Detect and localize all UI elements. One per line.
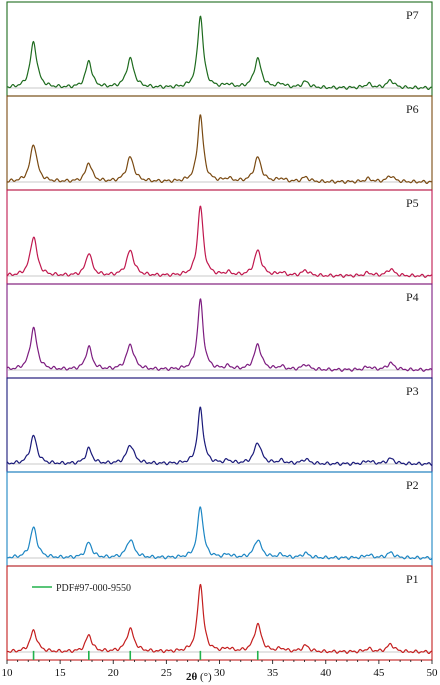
legend-label: PDF#97-000-9550 — [56, 583, 131, 594]
panel-label: P6 — [406, 102, 419, 116]
x-tick-label: 45 — [373, 667, 385, 679]
x-tick-label: 40 — [320, 667, 332, 679]
trace-p3 — [6, 406, 433, 467]
x-tick-label: 20 — [108, 667, 120, 679]
x-axis-label: 2θ (°) — [186, 671, 212, 683]
panel-frame — [6, 1, 433, 97]
panel-frame — [6, 283, 433, 379]
trace-p7 — [6, 15, 433, 91]
panel-p2: P2 — [6, 471, 433, 567]
panel-label: P3 — [406, 384, 419, 398]
trace-p2 — [6, 506, 433, 561]
x-axis-label-unit: (°) — [197, 671, 212, 683]
x-tick-label: 35 — [267, 667, 279, 679]
panels-group: P7 P6 P5 P4 P3 P2 P1 — [6, 1, 433, 661]
panel-frame — [6, 189, 433, 285]
panel-p7: P7 — [6, 1, 433, 97]
x-tick-label: 10 — [2, 667, 14, 679]
panel-frame — [6, 377, 433, 473]
trace-p5 — [6, 205, 433, 278]
panel-label: P5 — [406, 196, 419, 210]
x-tick-label: 15 — [55, 667, 67, 679]
panel-frame — [6, 471, 433, 567]
x-tick-label: 50 — [427, 667, 439, 679]
trace-p6 — [6, 114, 433, 185]
x-axis: 10 15 20 25 30 35 40 45 50 — [2, 660, 439, 679]
panel-p5: P5 — [6, 189, 433, 285]
reference-lines — [32, 650, 259, 660]
x-tick-label: 25 — [161, 667, 173, 679]
panel-p1: P1 — [6, 565, 433, 661]
panel-p6: P6 — [6, 95, 433, 191]
panel-frame — [6, 95, 433, 191]
trace-p4 — [6, 298, 433, 372]
panel-frame — [6, 565, 433, 661]
panel-label: P4 — [406, 290, 419, 304]
legend: PDF#97-000-9550 — [32, 583, 131, 594]
panel-label: P2 — [406, 478, 419, 492]
trace-p1 — [6, 583, 433, 655]
x-axis-label-symbol: 2θ — [186, 671, 198, 683]
panel-p3: P3 — [6, 377, 433, 473]
panel-p4: P4 — [6, 283, 433, 379]
panel-label: P7 — [406, 8, 419, 22]
panel-label: P1 — [406, 572, 419, 586]
x-tick-label: 30 — [214, 667, 226, 679]
